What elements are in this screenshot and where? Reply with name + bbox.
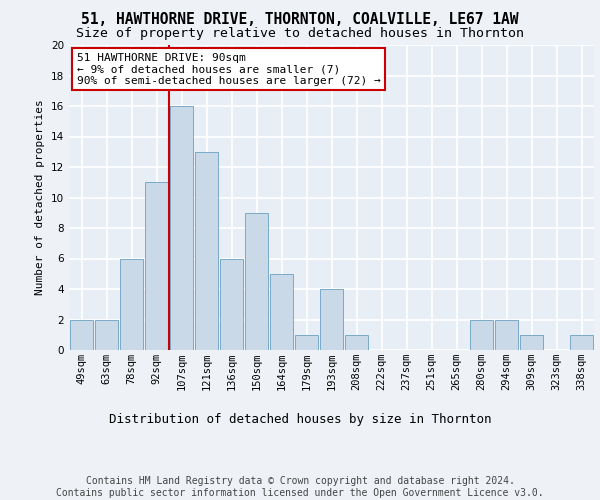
Text: 51, HAWTHORNE DRIVE, THORNTON, COALVILLE, LE67 1AW: 51, HAWTHORNE DRIVE, THORNTON, COALVILLE…	[81, 12, 519, 28]
Bar	[70, 320, 93, 350]
Bar	[145, 182, 168, 350]
Bar	[295, 335, 318, 350]
Bar	[270, 274, 293, 350]
Bar	[220, 258, 243, 350]
Bar	[245, 213, 268, 350]
Text: Contains HM Land Registry data © Crown copyright and database right 2024.
Contai: Contains HM Land Registry data © Crown c…	[56, 476, 544, 498]
Text: 51 HAWTHORNE DRIVE: 90sqm
← 9% of detached houses are smaller (7)
90% of semi-de: 51 HAWTHORNE DRIVE: 90sqm ← 9% of detach…	[77, 52, 380, 86]
Bar	[345, 335, 368, 350]
Bar	[495, 320, 518, 350]
Bar	[470, 320, 493, 350]
Bar	[320, 289, 343, 350]
Bar	[95, 320, 118, 350]
Bar	[170, 106, 193, 350]
Text: Size of property relative to detached houses in Thornton: Size of property relative to detached ho…	[76, 28, 524, 40]
Bar	[120, 258, 143, 350]
Bar	[520, 335, 543, 350]
Y-axis label: Number of detached properties: Number of detached properties	[35, 100, 46, 296]
Text: Distribution of detached houses by size in Thornton: Distribution of detached houses by size …	[109, 412, 491, 426]
Bar	[195, 152, 218, 350]
Bar	[570, 335, 593, 350]
